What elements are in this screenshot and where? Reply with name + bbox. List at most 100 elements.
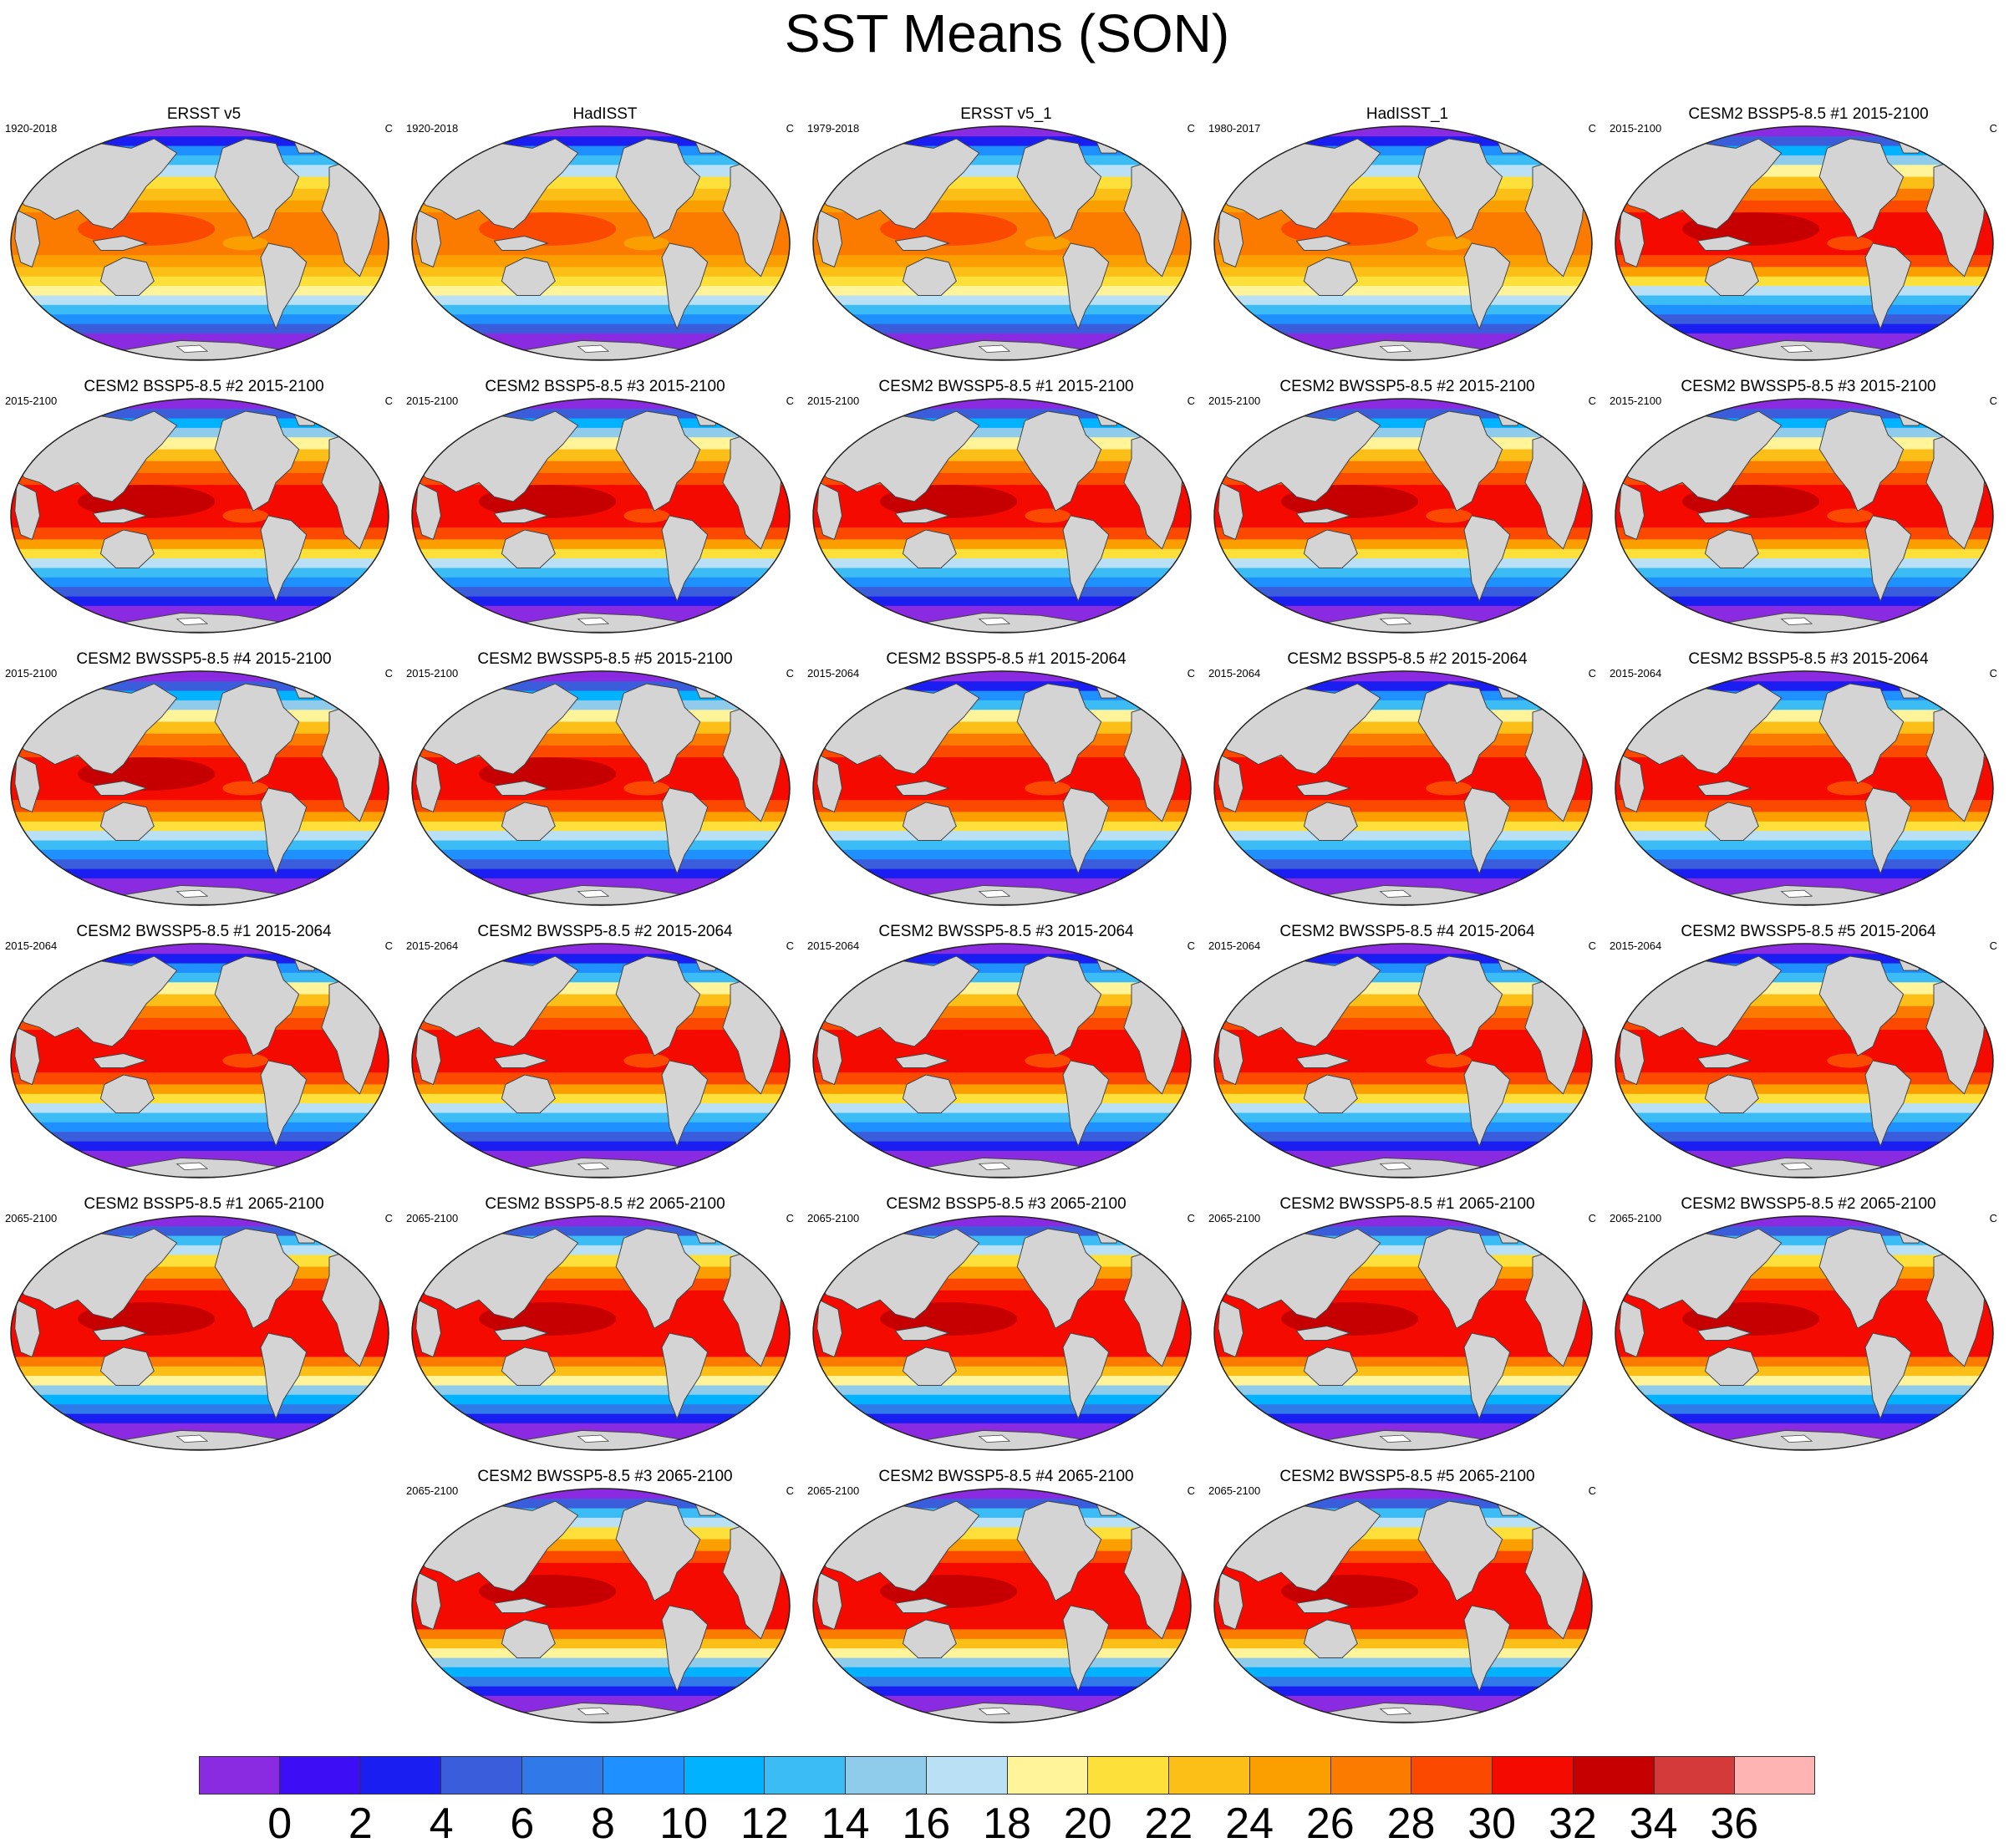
- sst-band: [813, 812, 1191, 822]
- sst-band: [1615, 849, 1993, 860]
- sst-band: [813, 255, 1191, 267]
- sst-band: [1615, 1226, 1993, 1237]
- land-south-america: [661, 242, 709, 330]
- map-border: [10, 125, 389, 361]
- map-panel: CESM2 BSSP5-8.5 #2 2065-2100 2065-2100 C: [404, 1195, 797, 1454]
- ice-shelf: [1780, 1434, 1813, 1443]
- sst-band: [11, 255, 389, 267]
- ice-shelf: [577, 1707, 610, 1716]
- panel-title: HadISST_1: [1366, 105, 1449, 123]
- sst-band: [412, 1394, 790, 1405]
- sst-band: [11, 681, 389, 692]
- land-north-america: [1818, 138, 1905, 240]
- sst-band: [1214, 145, 1592, 156]
- sst-band: [1214, 1072, 1592, 1085]
- sst-band: [1615, 558, 1993, 569]
- land-australia: [99, 802, 155, 841]
- map-border: [1615, 943, 1994, 1179]
- land-africa-arabia: [1619, 1299, 1645, 1358]
- map-border: [411, 125, 791, 361]
- panel-unit: C: [1187, 395, 1195, 407]
- map-border: [1615, 125, 1994, 361]
- sst-band: [412, 568, 790, 578]
- cold-tongue: [1827, 1053, 1874, 1068]
- panel-period: 2065-2100: [5, 1212, 58, 1224]
- panel-period: 2015-2100: [1610, 122, 1662, 135]
- panel-unit: C: [1989, 122, 1997, 135]
- ice-shelf: [978, 1162, 1011, 1171]
- land-north-america: [1818, 683, 1905, 785]
- land-africa-arabia: [1619, 1026, 1645, 1086]
- sst-band: [1214, 1103, 1592, 1114]
- sst-band: [1214, 681, 1592, 692]
- cold-tongue: [623, 1053, 670, 1068]
- sst-band: [11, 1226, 389, 1237]
- land-south-america: [661, 787, 709, 875]
- sst-band: [11, 840, 389, 851]
- sst-band: [412, 831, 790, 842]
- sst-band: [11, 295, 389, 306]
- cold-tongue: [1426, 1598, 1472, 1613]
- sst-band: [412, 1084, 790, 1095]
- land-north-america: [1818, 1228, 1905, 1330]
- sst-band: [412, 1508, 790, 1519]
- sst-band: [11, 276, 389, 287]
- land-indonesia: [1696, 507, 1752, 523]
- sst-band: [813, 1638, 1191, 1649]
- sst-band: [11, 868, 389, 879]
- sst-band: [813, 690, 1191, 701]
- sst-band: [1214, 548, 1592, 559]
- sst-map: [10, 943, 389, 1179]
- sst-band: [813, 1235, 1191, 1246]
- panel-unit: C: [1588, 1484, 1596, 1497]
- panel-unit: C: [1187, 1484, 1195, 1497]
- sst-band: [412, 1686, 790, 1697]
- land-australia: [1704, 1347, 1759, 1386]
- sst-map: [812, 398, 1192, 634]
- sst-band: [1214, 690, 1592, 701]
- sst-band: [813, 409, 1191, 420]
- land-south-america: [1864, 515, 1912, 603]
- land-north-america: [1818, 410, 1905, 512]
- land-indonesia: [92, 235, 148, 251]
- land-indonesia: [92, 1325, 148, 1341]
- sst-band: [1615, 276, 1993, 287]
- sst-band: [1214, 527, 1592, 540]
- ice-shelf: [1780, 617, 1813, 626]
- sst-band: [813, 1072, 1191, 1085]
- land-africa-arabia: [415, 481, 442, 541]
- land-africa-arabia: [1619, 481, 1645, 541]
- sst-band: [11, 587, 389, 598]
- sst-band: [11, 1366, 389, 1377]
- sst-band: [1615, 1093, 1993, 1104]
- cold-tongue: [222, 236, 269, 251]
- cold-tongue: [1025, 236, 1071, 251]
- sst-band: [1214, 1404, 1592, 1415]
- map-panel: CESM2 BSSP5-8.5 #1 2065-2100 2065-2100 C: [3, 1195, 396, 1454]
- land-north-america: [214, 955, 300, 1057]
- colorbar-tick-label: 12: [740, 1800, 789, 1848]
- map-panel: HadISST_1 1980-2017 C: [1207, 105, 1600, 364]
- land-south-america: [1062, 515, 1110, 603]
- panel-period: 2015-2064: [807, 667, 860, 680]
- land-south-america: [1062, 1332, 1110, 1420]
- land-australia: [99, 1074, 155, 1113]
- land-africa-arabia: [1619, 209, 1645, 268]
- sst-band: [813, 1376, 1191, 1387]
- ice-shelf: [577, 1434, 610, 1443]
- land-africa-arabia: [415, 209, 442, 268]
- land-indonesia: [92, 1052, 148, 1068]
- sst-map: [1615, 943, 1994, 1179]
- ice-shelf: [978, 1434, 1011, 1443]
- land-africa-arabia: [14, 209, 41, 268]
- land-africa-arabia: [1619, 754, 1645, 813]
- panel-period: 2065-2100: [1208, 1484, 1261, 1497]
- sst-map: [10, 1215, 389, 1451]
- sst-band: [1214, 1394, 1592, 1405]
- sst-band: [1214, 1677, 1592, 1688]
- panel-title: CESM2 BWSSP5-8.5 #2 2015-2100: [1279, 378, 1535, 395]
- sst-band: [1214, 868, 1592, 879]
- colorbar-tick-label: 18: [983, 1800, 1031, 1848]
- sst-band: [412, 840, 790, 851]
- ice-shelf: [1379, 344, 1412, 354]
